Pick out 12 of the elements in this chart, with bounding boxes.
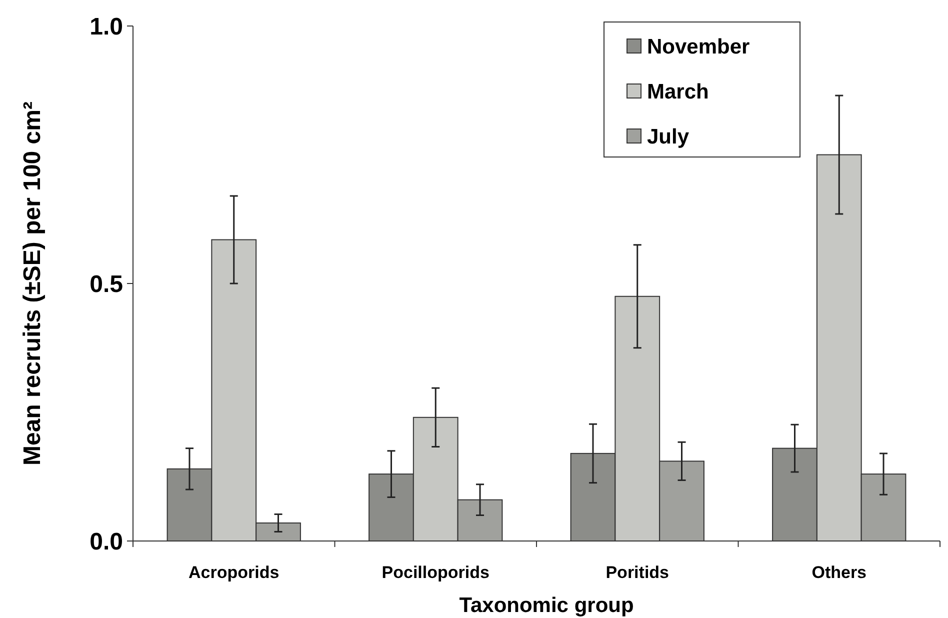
- legend-label: March: [647, 80, 709, 104]
- x-tick-label: Others: [812, 563, 867, 582]
- x-tick-label: Acroporids: [188, 563, 280, 582]
- x-tick-label: Poritids: [606, 563, 670, 582]
- y-tick-label: 0.5: [90, 270, 123, 298]
- legend-label: November: [647, 35, 750, 58]
- y-tick-label: 1.0: [90, 13, 123, 40]
- y-tick-label: 0.0: [90, 528, 123, 556]
- x-axis-title: Taxonomic group: [459, 594, 634, 617]
- y-axis-title: Mean recruits (±SE) per 100 cm²: [19, 102, 46, 466]
- x-tick-label: Pocilloporids: [382, 563, 490, 582]
- legend-label: July: [647, 125, 690, 148]
